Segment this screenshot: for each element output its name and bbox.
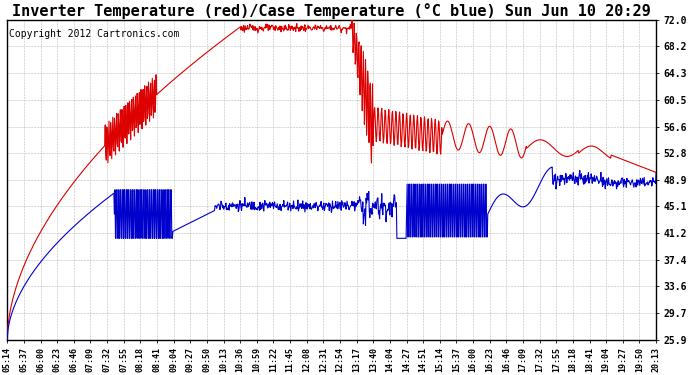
Title: Inverter Temperature (red)/Case Temperature (°C blue) Sun Jun 10 20:29: Inverter Temperature (red)/Case Temperat… — [12, 3, 651, 19]
Text: Copyright 2012 Cartronics.com: Copyright 2012 Cartronics.com — [8, 29, 179, 39]
